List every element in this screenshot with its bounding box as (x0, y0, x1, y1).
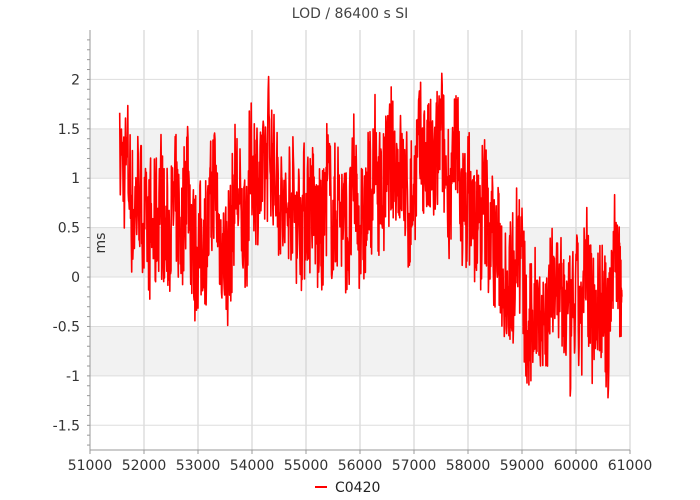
y-tick-label: 1 (71, 171, 80, 187)
y-axis-label: ms (93, 233, 109, 254)
legend: C0420 (315, 480, 380, 496)
x-tick-label: 58000 (446, 458, 491, 474)
x-tick-label: 51000 (68, 458, 113, 474)
y-tick-label: 0.5 (58, 221, 80, 237)
x-tick-label: 61000 (608, 458, 653, 474)
y-tick-label: -0.5 (53, 319, 80, 335)
chart-title: LOD / 86400 s SI (292, 6, 408, 22)
x-tick-label: 54000 (230, 458, 275, 474)
x-tick-label: 55000 (284, 458, 329, 474)
x-tick-label: 60000 (554, 458, 599, 474)
title-layer: LOD / 86400 s SI ms (93, 6, 408, 253)
x-tick-label: 56000 (338, 458, 383, 474)
legend-label: C0420 (335, 480, 380, 496)
axes-layer: -1.5 -1 -0.5 0 0.5 1 1.5 2 51000 52000 53000 54000 5… (53, 30, 653, 474)
y-tick-label: 1.5 (58, 122, 80, 138)
x-tick-label: 53000 (176, 458, 221, 474)
y-tick-label: -1.5 (53, 418, 80, 434)
y-tick-label: 0 (71, 270, 80, 286)
y-tick-label: -1 (66, 369, 80, 385)
x-tick-label: 52000 (122, 458, 167, 474)
series-line-c0420 (118, 72, 623, 399)
x-tick-label: 57000 (392, 458, 437, 474)
plot-layer (118, 72, 623, 399)
y-tick-label: 2 (71, 72, 80, 88)
x-tick-label: 59000 (500, 458, 545, 474)
